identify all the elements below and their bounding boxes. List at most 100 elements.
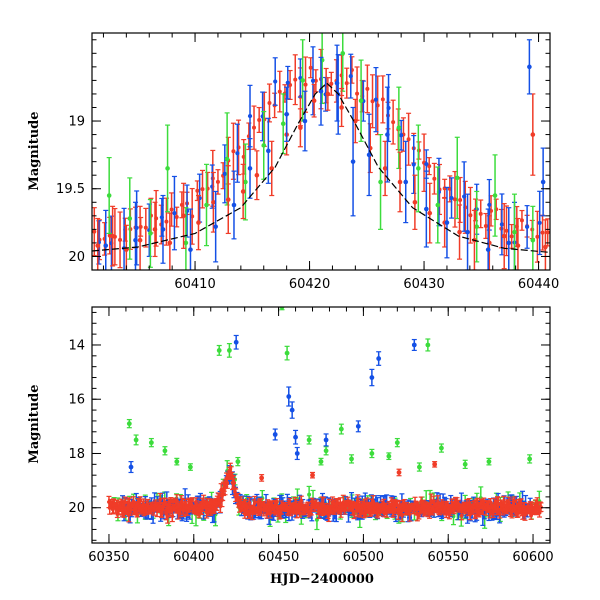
top-g-point-marker: [127, 216, 133, 221]
top-g-point-marker: [454, 175, 460, 181]
top-g-point: [378, 133, 384, 230]
top-r-point: [167, 212, 173, 270]
top-r-point: [254, 150, 260, 201]
top-g-point: [280, 93, 286, 155]
bottom-r-baseline-point-marker: [158, 497, 163, 502]
top-r-point: [325, 77, 331, 111]
top-r-point: [137, 205, 143, 270]
top-plot-area: [92, 33, 550, 270]
top-r-point: [195, 194, 201, 251]
top-b-point: [213, 190, 219, 263]
bottom-g-baseline-point-marker: [307, 492, 312, 497]
top-b-point-marker: [506, 240, 512, 246]
top-panel-zoom-light-curve: Magnitude 60410 60420 60430 60440 19 19.5 20: [27, 32, 559, 292]
top-xtick-label: 60410: [174, 277, 215, 292]
top-r-dense-point: [251, 105, 257, 150]
top-y-axis-label: Magnitude: [27, 111, 42, 190]
top-g-point: [512, 193, 518, 270]
top-g-point: [165, 124, 171, 213]
top-r-dense-point-marker: [257, 117, 262, 122]
top-b-point: [384, 86, 390, 183]
top-r-dense-point-marker: [303, 82, 308, 87]
top-g-point: [242, 143, 248, 221]
top-r-dense-point-marker: [174, 215, 179, 220]
bottom-r-baseline-point-marker: [247, 500, 252, 505]
top-b-point-marker: [247, 166, 253, 171]
top-g-point-marker: [396, 125, 402, 131]
top-r-point: [339, 87, 345, 128]
top-b-dense-point-marker: [449, 195, 454, 201]
top-b-point-marker: [485, 247, 491, 252]
top-r-point: [542, 219, 548, 270]
top-r-point-marker: [298, 125, 303, 131]
top-b-point-marker: [302, 118, 308, 124]
top-b-point-marker: [465, 229, 470, 235]
bottom-r-baseline-point-marker: [274, 500, 279, 505]
top-g-point: [106, 156, 112, 235]
top-r-dense-point-marker: [169, 207, 174, 212]
top-r-dense-point-marker: [535, 234, 540, 239]
top-axes: 60410 60420 60430 60440 19 19.5 20: [56, 32, 559, 292]
bottom-r-baseline-point-marker: [232, 481, 237, 485]
top-g-point-marker: [512, 229, 517, 235]
top-model-curve: [92, 82, 550, 253]
top-b-point: [526, 39, 532, 95]
top-b-point: [485, 208, 491, 270]
top-b-point: [103, 209, 109, 270]
top-r-dense-point: [256, 106, 262, 134]
top-r-dense-point: [390, 99, 396, 145]
top-b-dense-point: [247, 84, 253, 148]
top-g-point: [474, 190, 480, 263]
top-r-point-marker: [110, 233, 115, 239]
top-r-point-marker: [457, 229, 462, 235]
top-r-dense-point-marker: [365, 86, 370, 91]
top-b-point-marker: [231, 202, 237, 208]
bottom-r-baseline-point-marker: [163, 501, 168, 506]
bottom-r-baseline-point-marker: [190, 497, 195, 502]
top-r-dense-point-marker: [355, 91, 360, 96]
top-b-point: [231, 170, 237, 240]
top-r-point-marker: [240, 189, 246, 194]
top-g-point-marker: [148, 231, 153, 236]
top-r-dense-point: [143, 207, 149, 248]
top-b-dense-point-marker: [222, 171, 227, 176]
top-r-dense-point-marker: [164, 219, 169, 224]
top-data-layer: [92, 33, 550, 270]
top-b-point: [265, 117, 271, 184]
top-b-point: [302, 90, 308, 152]
top-g-point-marker: [416, 166, 421, 171]
top-g-point: [183, 207, 189, 270]
top-r-dense-point: [540, 214, 546, 251]
top-b-point-marker: [103, 243, 109, 248]
top-r-point: [311, 83, 317, 118]
top-g-point-marker: [106, 193, 112, 198]
top-r-dense-point-marker: [195, 188, 200, 193]
top-r-dense-point: [380, 75, 386, 124]
top-r-point: [210, 171, 216, 233]
top-r-point-marker: [196, 220, 201, 225]
top-r-point-marker: [95, 243, 101, 248]
top-r-point-marker: [353, 118, 358, 124]
top-b-dense-point: [310, 46, 316, 116]
top-b-dense-point-marker: [285, 80, 290, 85]
top-b-point: [350, 106, 356, 217]
top-b-point-marker: [385, 132, 390, 137]
top-r-point: [412, 174, 418, 230]
top-r-point-marker: [382, 166, 388, 171]
top-r-dense-point-marker: [231, 149, 236, 154]
bottom-r-baseline-point: [134, 513, 140, 518]
top-r-point: [110, 205, 116, 267]
top-b-point: [540, 147, 546, 217]
top-b-dense-point: [411, 134, 417, 194]
top-b-dense-point-marker: [373, 97, 379, 102]
top-g-point: [492, 154, 498, 237]
top-r-point-marker: [412, 199, 418, 205]
top-b-point: [160, 194, 166, 264]
top-b-point-marker: [403, 179, 409, 185]
top-g-point: [530, 205, 536, 270]
top-b-dense-point-marker: [411, 162, 416, 167]
top-r-point: [501, 203, 507, 270]
top-b-point-marker: [540, 179, 546, 185]
top-r-point: [181, 182, 187, 249]
